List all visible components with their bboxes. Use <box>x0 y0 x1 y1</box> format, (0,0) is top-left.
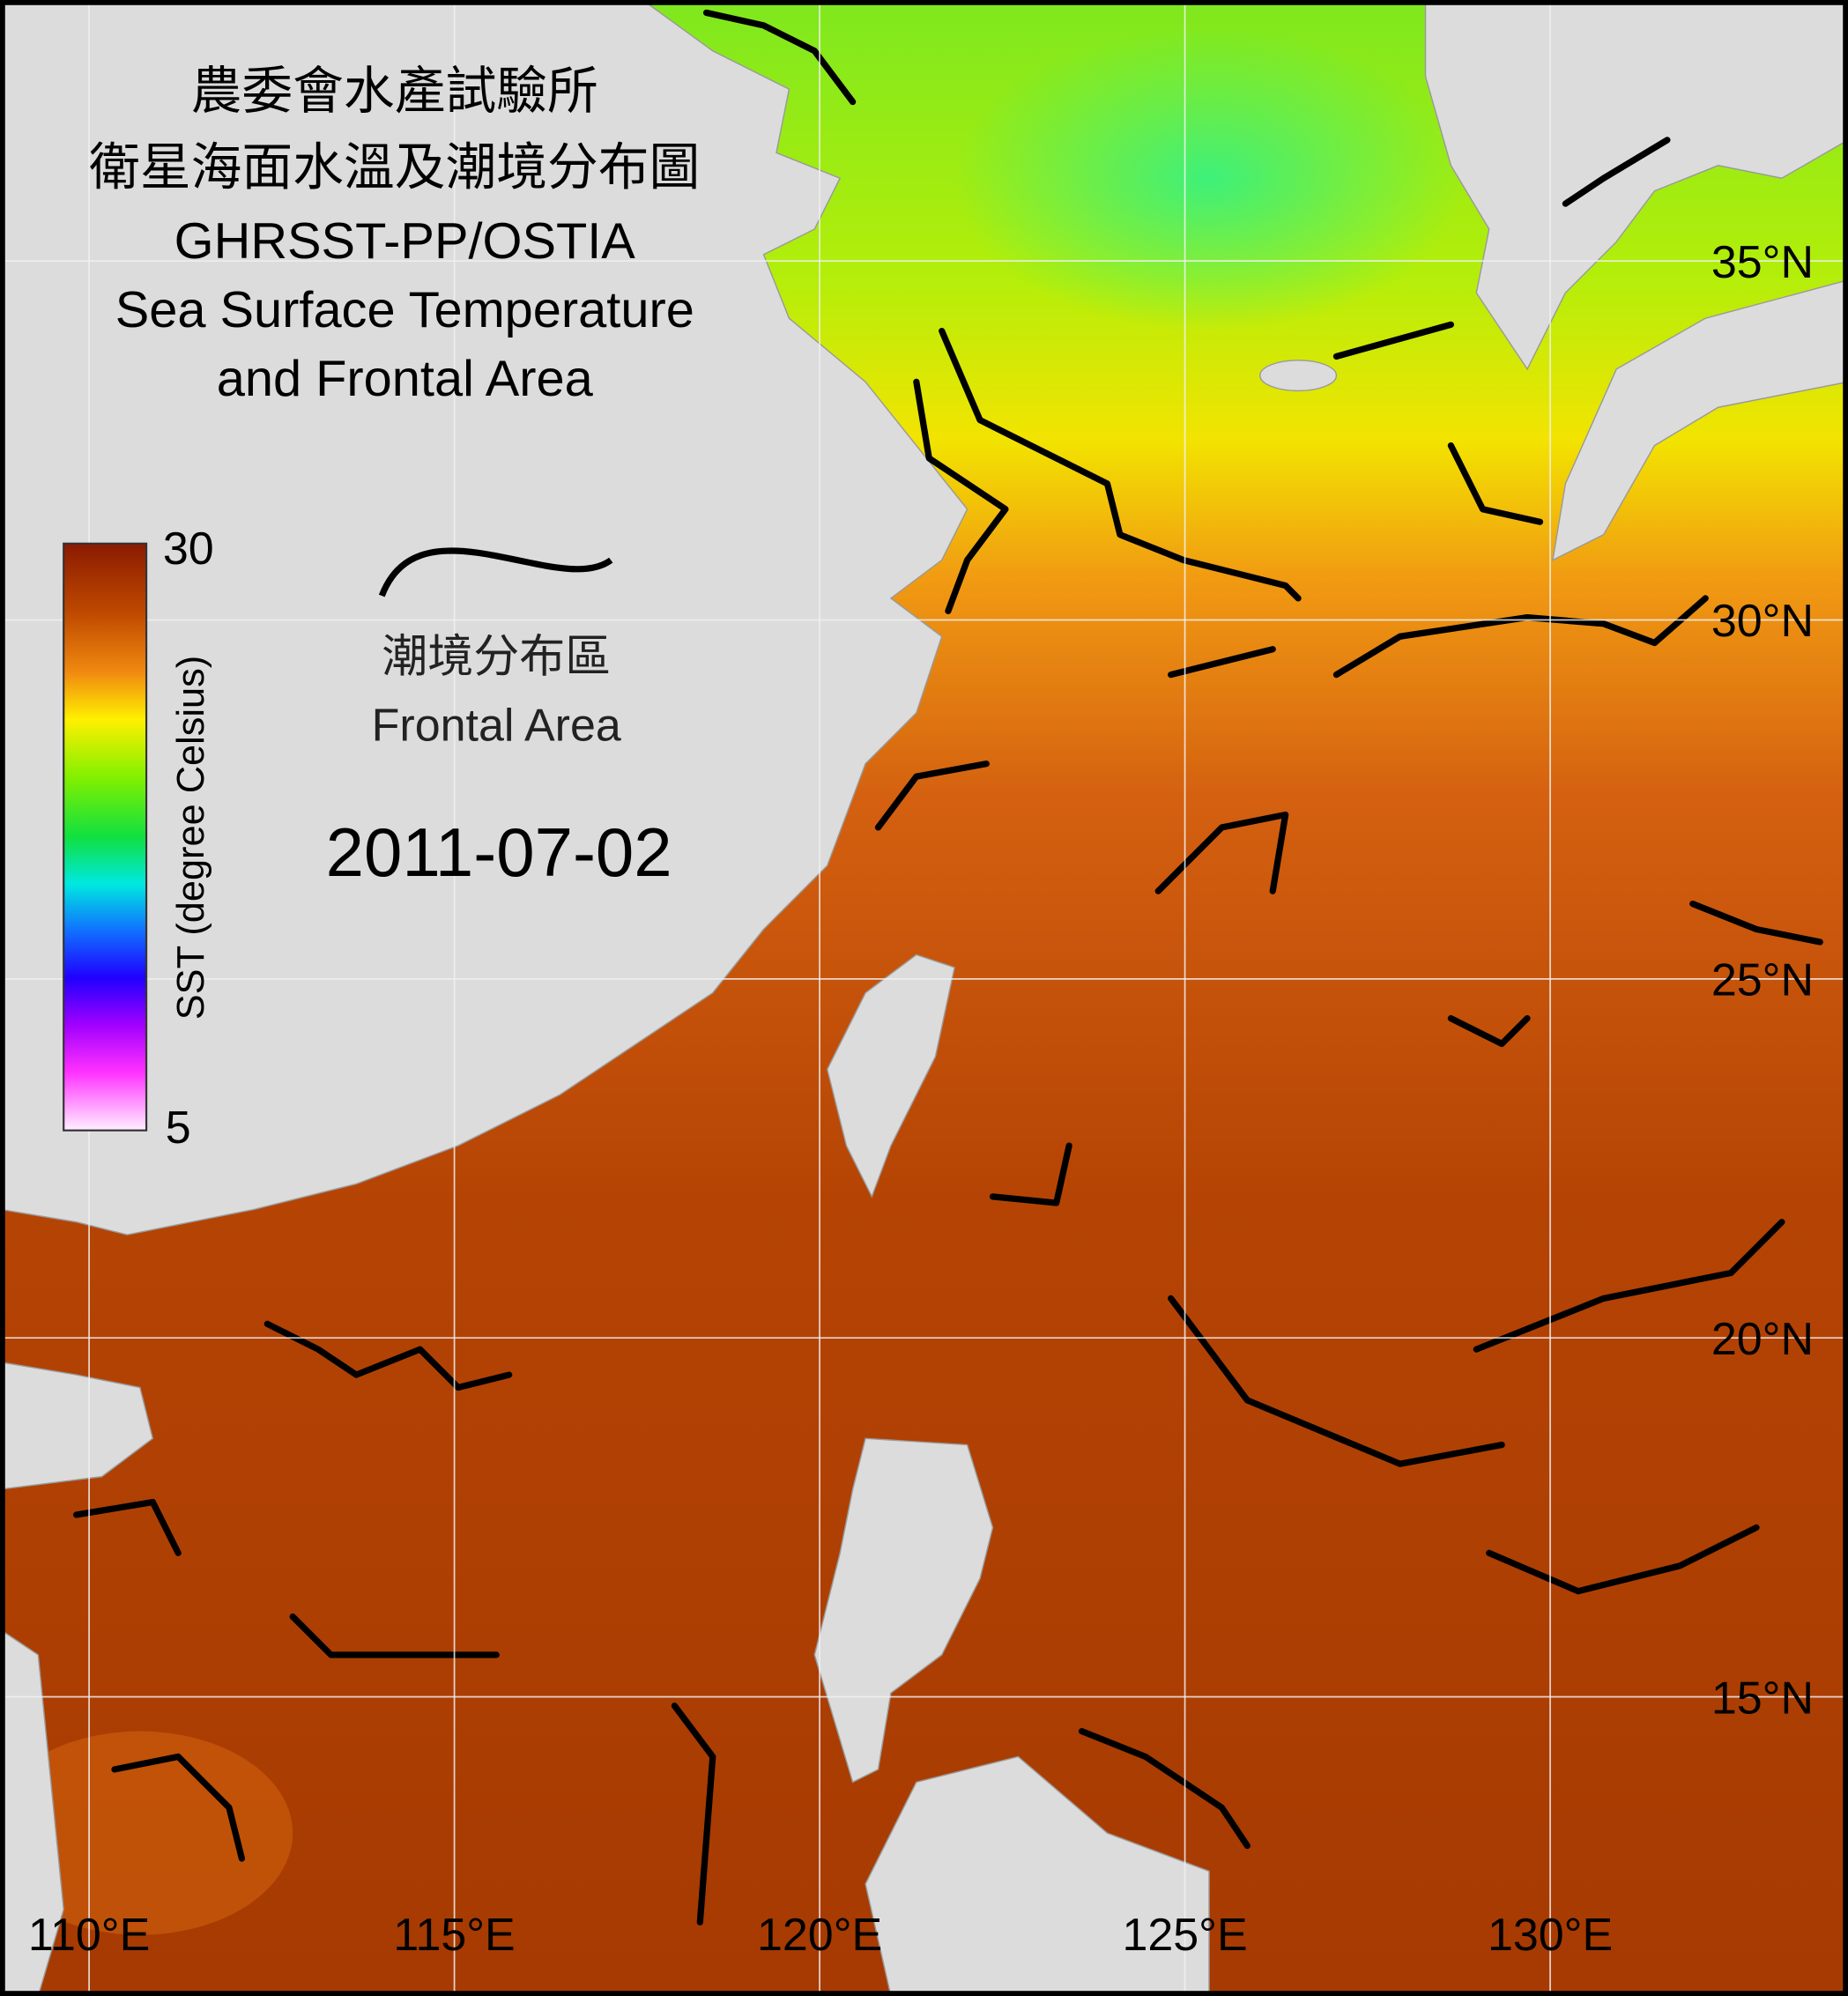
title-line: GHRSST-PP/OSTIA <box>174 213 636 270</box>
korea <box>1424 0 1848 371</box>
front-line <box>1447 441 1544 525</box>
lat-label: 25°N <box>1711 955 1814 1006</box>
legend-label: 潮境分布區 <box>382 632 611 683</box>
front-line <box>1562 137 1671 207</box>
front-line <box>1447 1015 1531 1048</box>
front-line <box>263 1320 513 1391</box>
front-line <box>1473 1219 1785 1353</box>
front-line <box>702 9 857 106</box>
date: 2011-07-02 <box>326 813 672 891</box>
colorbar-max: 30 <box>163 523 214 575</box>
front-line <box>1168 1295 1505 1467</box>
front-line <box>671 1703 716 1926</box>
lon-label: 120°E <box>757 1910 882 1961</box>
front-line <box>1154 811 1289 894</box>
colorbar-ramp <box>63 542 148 1132</box>
front-line <box>874 761 990 831</box>
title-block: 農委會水產試驗所 衛星海面水溫及潮境分布圖 GHRSST-PP/OSTIA Se… <box>89 63 700 407</box>
lat-label: 20°N <box>1711 1314 1814 1365</box>
title-line: and Frontal Area <box>217 351 594 407</box>
legend-label: Frontal Area <box>372 701 621 752</box>
title-line: Sea Surface Temperature <box>115 282 694 338</box>
taiwan <box>826 953 956 1198</box>
lon-label: 130°E <box>1488 1910 1613 1961</box>
warm-patch <box>0 1731 293 1935</box>
front-line <box>913 378 1009 614</box>
japan <box>1551 279 1848 561</box>
island <box>1259 360 1338 392</box>
front-line <box>1486 1524 1760 1595</box>
front-line <box>1689 900 1823 946</box>
front-line <box>73 1498 182 1556</box>
front-line <box>939 327 1302 602</box>
lat-label: 15°N <box>1711 1673 1814 1724</box>
lat-label: 30°N <box>1711 596 1814 647</box>
vietnam <box>0 1629 64 1996</box>
legend-symbol <box>378 547 613 597</box>
front-line <box>289 1613 500 1658</box>
colorbar-label: SST (degree Celsius) <box>170 656 212 1020</box>
lon-label: 125°E <box>1122 1910 1247 1961</box>
front-line <box>1168 646 1276 679</box>
colorbar-min: 5 <box>166 1102 191 1154</box>
title-line: 衛星海面水溫及潮境分布圖 <box>89 139 700 196</box>
legend: 潮境分布區 Frontal Area <box>372 547 621 752</box>
front-line <box>111 1753 246 1862</box>
hainan <box>0 1361 154 1490</box>
front-line <box>1078 1727 1251 1850</box>
front-line <box>1332 321 1455 360</box>
colorbar: 30 5 SST (degree Celsius) <box>63 523 214 1154</box>
lat-label: 35°N <box>1711 237 1814 288</box>
title-line: 農委會水產試驗所 <box>191 63 598 120</box>
lon-label: 115°E <box>393 1910 515 1961</box>
lon-label: 110°E <box>28 1910 150 1961</box>
visayas <box>865 1755 1210 1996</box>
china <box>0 0 969 1235</box>
cold-water <box>954 25 1464 331</box>
front-line <box>989 1142 1072 1206</box>
